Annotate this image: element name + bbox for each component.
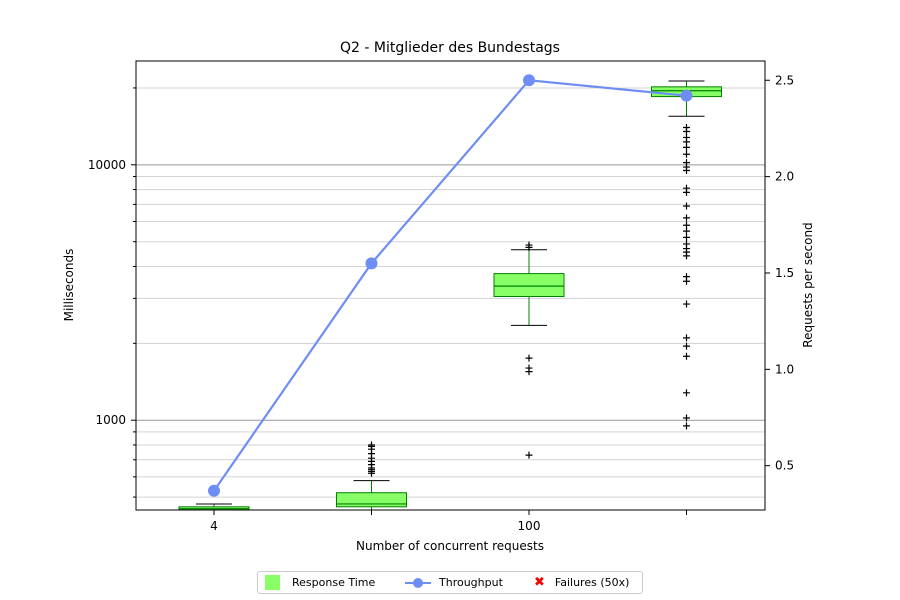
legend-box-swatch	[265, 575, 280, 590]
gridlines	[136, 87, 765, 498]
y-tick-label: 10000	[88, 158, 126, 172]
y2-tick-label: 0.5	[775, 459, 794, 473]
legend-item-throughput: Throughput	[405, 572, 503, 593]
outlier-marker	[683, 214, 690, 222]
y2-tick-label: 1.5	[775, 266, 794, 280]
outlier-marker	[683, 240, 690, 248]
response-time-boxes	[178, 80, 722, 511]
y-axis-label: Milliseconds	[62, 249, 76, 322]
outlier-marker	[525, 364, 533, 372]
legend-label-throughput: Throughput	[439, 576, 503, 589]
chart-title: Q2 - Mitglieder des Bundestags	[340, 40, 560, 56]
box-group	[493, 241, 565, 459]
legend-line-swatch	[405, 577, 431, 588]
throughput-point	[523, 74, 535, 87]
outlier-marker	[683, 422, 690, 430]
y-tick-label: 1000	[95, 413, 126, 427]
y2-tick-label: 2.5	[775, 73, 794, 87]
failure-x-icon: ✖	[534, 575, 545, 590]
box-group	[651, 80, 722, 430]
throughput-line	[213, 79, 687, 492]
throughput-point	[680, 89, 693, 102]
outlier-marker	[368, 441, 375, 449]
outlier-marker	[683, 133, 690, 141]
legend-label-response-time: Response Time	[292, 576, 376, 589]
outlier-marker	[683, 124, 690, 132]
x-tick-label: 100	[518, 519, 541, 533]
throughput-point	[208, 484, 220, 497]
outlier-marker	[525, 451, 533, 459]
plot-frame	[135, 60, 766, 511]
y2-axis-label: Requests per second	[801, 222, 815, 347]
outlier-marker	[683, 159, 690, 167]
legend-label-failures: Failures (50x)	[554, 576, 630, 589]
outlier-marker	[525, 354, 533, 362]
iqr-box	[336, 492, 407, 508]
box-group	[336, 441, 407, 510]
axes: 1000 10000 0.5 1.0 1.5 2.0 2.5 4 100	[88, 73, 794, 533]
outlier-marker	[683, 342, 690, 350]
outlier-marker	[683, 221, 690, 229]
outlier-marker	[683, 227, 690, 235]
outlier-marker	[683, 150, 690, 158]
y2-tick-label: 2.0	[775, 170, 794, 184]
outlier-marker	[683, 389, 690, 397]
box-group	[178, 503, 250, 511]
outlier-marker	[683, 334, 690, 342]
outlier-marker	[683, 414, 690, 422]
outlier-marker	[525, 241, 533, 249]
legend-item-failures: ✖ Failures (50x)	[534, 572, 629, 593]
throughput-series	[208, 74, 693, 497]
outlier-marker	[683, 184, 690, 192]
throughput-point	[365, 257, 378, 270]
legend-item-response-time: Response Time	[265, 572, 375, 593]
legend: Response Time Throughput ✖ Failures (50x…	[257, 571, 643, 594]
outlier-marker	[683, 352, 690, 360]
outlier-marker	[683, 300, 690, 308]
outlier-marker	[683, 202, 690, 210]
outlier-marker	[683, 233, 690, 241]
x-tick-label: 4	[210, 519, 218, 533]
iqr-box	[493, 273, 565, 298]
outlier-marker	[683, 273, 690, 281]
x-axis-label: Number of concurrent requests	[356, 539, 544, 553]
y2-tick-label: 1.0	[775, 362, 794, 376]
